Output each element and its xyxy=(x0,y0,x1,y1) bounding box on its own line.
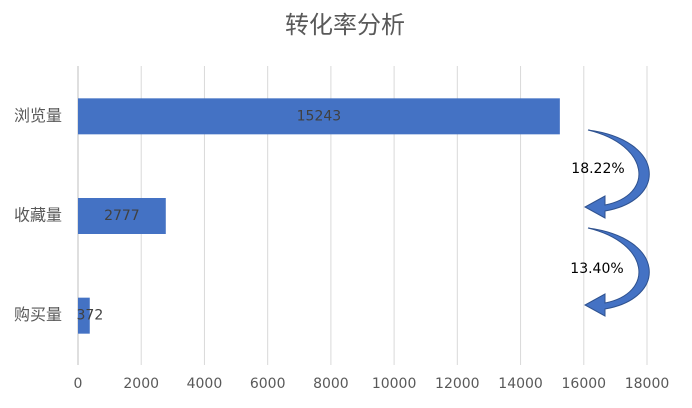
bar xyxy=(78,198,166,234)
annotation: 13.40% xyxy=(570,261,623,277)
x-tick-label: 16000 xyxy=(562,376,607,392)
x-tick-label: 8000 xyxy=(313,376,349,392)
x-tick-label: 12000 xyxy=(435,376,480,392)
chart-title: 转化率分析 xyxy=(285,11,405,39)
arrow xyxy=(583,129,650,219)
y-tick-label: 浏览量 xyxy=(14,106,62,125)
value-label: 15243 xyxy=(297,108,342,124)
bar xyxy=(78,297,90,334)
x-tick-label: 6000 xyxy=(250,376,286,392)
arrows xyxy=(583,129,650,317)
value-label: 2777 xyxy=(104,208,140,224)
x-tick-label: 10000 xyxy=(372,376,417,392)
y-tick-label: 收藏量 xyxy=(14,206,62,225)
y-tick-label: 购买量 xyxy=(14,305,62,324)
x-tick-label: 4000 xyxy=(187,376,223,392)
x-tick-label: 2000 xyxy=(123,376,159,392)
bar xyxy=(78,98,560,135)
annotation: 18.22% xyxy=(571,161,624,177)
arrow xyxy=(583,227,650,317)
value-label: 372 xyxy=(77,308,104,324)
x-tick-label: 18000 xyxy=(625,376,670,392)
x-tick-label: 14000 xyxy=(498,376,543,392)
x-tick-label: 0 xyxy=(74,376,83,392)
